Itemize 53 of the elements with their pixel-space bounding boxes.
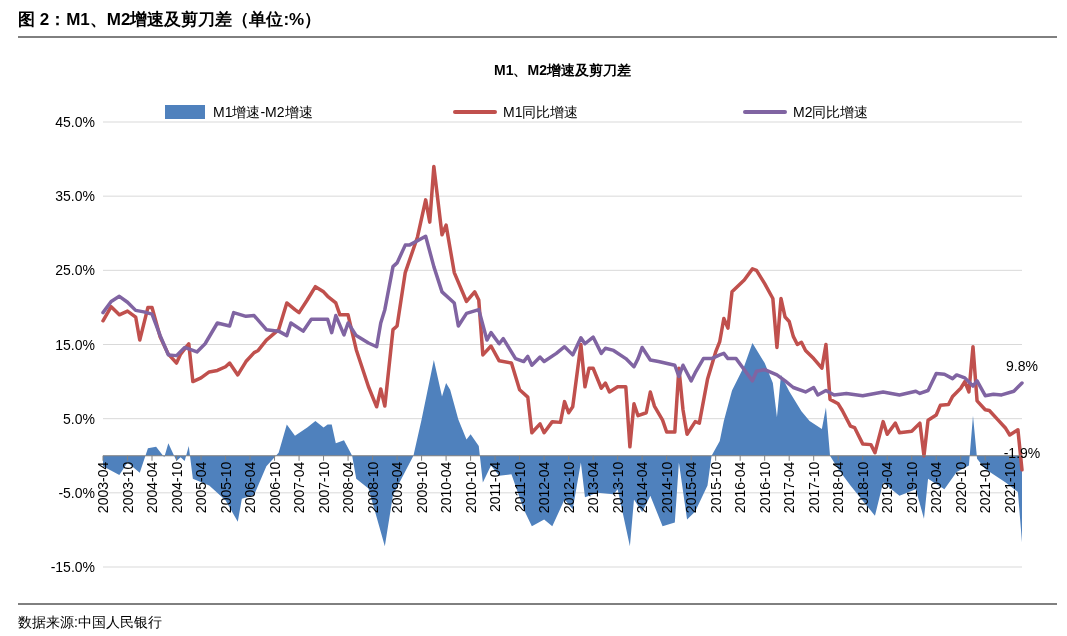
x-tick-label: 2019-10 xyxy=(903,461,920,514)
x-tick-label: 2012-10 xyxy=(560,461,577,514)
legend-label: M1增速-M2增速 xyxy=(213,104,313,120)
x-tick-label: 2016-04 xyxy=(732,461,749,514)
x-tick-label: 2009-04 xyxy=(389,461,406,514)
x-tick-label: 2005-04 xyxy=(193,461,210,514)
source-note: 数据来源:中国人民银行 xyxy=(18,614,162,630)
x-tick-label: 2006-04 xyxy=(242,461,259,514)
x-tick-label: 2005-10 xyxy=(217,461,234,514)
x-tick-label: 2006-10 xyxy=(266,461,283,514)
annotation: 9.8% xyxy=(1006,358,1038,375)
x-tick-label: 2008-04 xyxy=(340,461,357,514)
y-tick-label: 45.0% xyxy=(55,114,95,130)
x-tick-label: 2015-04 xyxy=(683,461,700,514)
x-tick-label: 2014-10 xyxy=(658,461,675,514)
x-tick-label: 2017-04 xyxy=(781,461,798,514)
y-tick-label: -5.0% xyxy=(58,484,95,501)
x-tick-label: 2018-04 xyxy=(830,461,847,514)
x-tick-label: 2007-10 xyxy=(315,461,332,514)
annotation: -1.9% xyxy=(1003,444,1041,461)
x-tick-label: 2021-10 xyxy=(1001,461,1018,514)
x-tick-label: 2016-10 xyxy=(756,461,773,514)
x-tick-label: 2020-04 xyxy=(928,461,945,514)
x-tick-label: 2017-10 xyxy=(805,461,822,514)
x-tick-label: 2021-04 xyxy=(977,461,994,514)
y-tick-label: 15.0% xyxy=(55,336,95,353)
chart-title: 图 2：M1、M2增速及剪刀差（单位:%） xyxy=(18,10,322,29)
x-tick-label: 2004-04 xyxy=(144,461,161,514)
chart-subtitle: M1、M2增速及剪刀差 xyxy=(494,62,631,78)
x-tick-label: 2011-10 xyxy=(511,461,528,513)
x-tick-label: 2009-10 xyxy=(413,461,430,514)
x-tick-label: 2011-04 xyxy=(487,461,504,513)
x-tick-label: 2008-10 xyxy=(364,461,381,514)
legend-label: M2同比增速 xyxy=(793,104,869,120)
x-tick-label: 2018-10 xyxy=(854,461,871,514)
x-tick-label: 2014-04 xyxy=(634,461,651,514)
x-tick-label: 2003-10 xyxy=(119,461,136,514)
legend-label: M1同比增速 xyxy=(503,104,579,120)
y-tick-label: -15.0% xyxy=(50,559,95,575)
x-tick-label: 2012-04 xyxy=(536,461,553,514)
x-tick-label: 2013-10 xyxy=(609,461,626,514)
x-tick-label: 2004-10 xyxy=(168,461,185,514)
y-tick-label: 25.0% xyxy=(55,262,95,279)
x-tick-label: 2013-04 xyxy=(585,461,602,514)
x-tick-label: 2015-10 xyxy=(707,461,724,514)
x-tick-label: 2010-10 xyxy=(462,461,479,514)
y-tick-label: 35.0% xyxy=(55,188,95,205)
x-tick-label: 2003-04 xyxy=(95,461,111,514)
y-tick-label: 5.0% xyxy=(63,410,95,427)
x-tick-label: 2010-04 xyxy=(438,461,455,514)
x-tick-label: 2019-04 xyxy=(879,461,896,514)
x-tick-label: 2020-10 xyxy=(952,461,969,514)
x-tick-label: 2007-04 xyxy=(291,461,308,514)
